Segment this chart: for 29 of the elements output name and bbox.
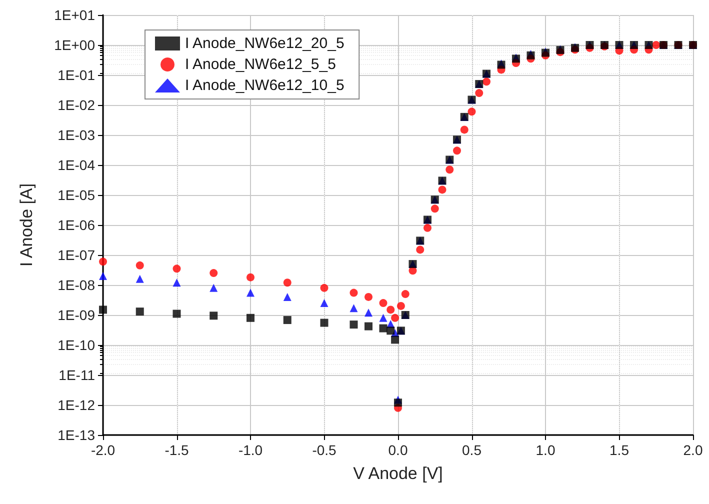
y-tick-label: 1E-01 [58, 67, 96, 83]
y-tick-label: 1E-12 [58, 397, 96, 413]
x-tick-label: -0.5 [312, 442, 337, 458]
y-tick-label: 1E-13 [58, 427, 96, 443]
y-tick-label: 1E-06 [58, 217, 96, 233]
x-tick-label: -1.5 [164, 442, 190, 458]
y-tick-label: 1E-11 [58, 367, 96, 383]
x-axis-title: V Anode [V] [353, 464, 443, 483]
y-tick-label: 1E-09 [58, 307, 96, 323]
y-tick-label: 1E+00 [54, 37, 96, 53]
y-tick-label: 1E-10 [58, 337, 96, 353]
legend-label: I Anode_NW6e12_5_5 [185, 56, 336, 73]
x-tick-label: 0.5 [462, 442, 482, 458]
y-tick-label: 1E-03 [58, 127, 96, 143]
x-tick-label: -1.0 [238, 442, 263, 458]
x-tick-label: 1.5 [610, 442, 630, 458]
y-axis-title: I Anode [A] [17, 183, 36, 267]
y-tick-label: 1E-08 [58, 277, 96, 293]
y-tick-label: 1E-05 [58, 187, 96, 203]
x-tick-label: 2.0 [683, 442, 703, 458]
y-tick-label: 1E+01 [54, 7, 96, 23]
y-tick-label: 1E-04 [58, 157, 96, 173]
legend-label: I Anode_NW6e12_10_5 [185, 77, 344, 94]
y-tick-label: 1E-02 [58, 97, 96, 113]
x-tick-label: 1.0 [536, 442, 556, 458]
x-tick-label: 0.0 [388, 442, 408, 458]
y-tick-label: 1E-07 [58, 247, 96, 263]
x-tick-label: -2.0 [90, 442, 116, 458]
legend-label: I Anode_NW6e12_20_5 [185, 35, 344, 52]
